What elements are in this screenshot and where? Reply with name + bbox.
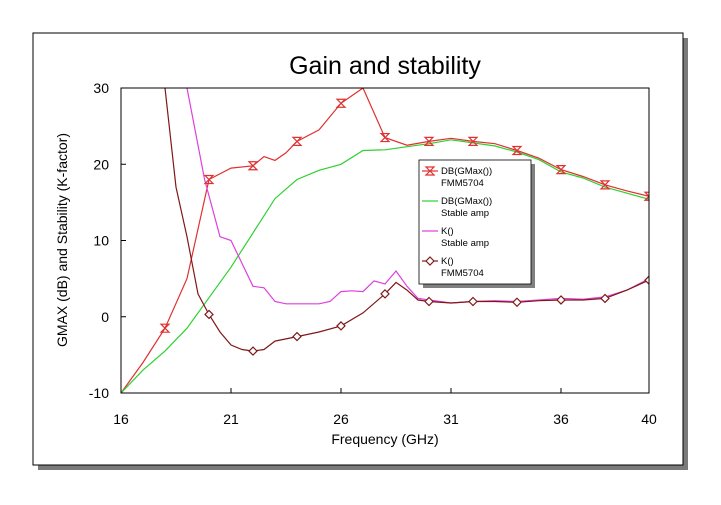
y-axis-label: GMAX (dB) and Stability (K-factor) [54, 133, 70, 347]
legend-label: DB(GMax()) [441, 196, 492, 207]
series-gmax-fmm5704-marker [423, 136, 435, 146]
series-k-fmm5704-marker [248, 346, 258, 356]
legend-label: FMM5704 [441, 268, 484, 279]
series-k-fmm5704-marker [556, 295, 566, 305]
series-k-fmm5704-marker [424, 296, 434, 307]
legend-label: FMM5704 [441, 178, 484, 189]
legend-box [418, 159, 532, 285]
legend-label: DB(GMax()) [441, 166, 492, 177]
series-k-fmm5704-marker [512, 297, 522, 308]
series-k-fmm5704-line [164, 88, 649, 352]
chart-frame [32, 32, 684, 466]
series-gmax-fmm5704-marker [467, 136, 479, 146]
series-k-fmm5704-marker [600, 293, 610, 304]
x-tick-label: 31 [443, 411, 459, 427]
legend-label: Stable amp [441, 208, 489, 219]
y-tick-label: 20 [93, 156, 109, 172]
series-k-fmm5704-marker [204, 309, 214, 320]
x-tick-label: 16 [113, 411, 129, 427]
legend-label: K() [441, 256, 454, 267]
legend-label: Stable amp [441, 238, 489, 249]
series-gmax-stable-amp-line [121, 139, 649, 393]
series-k-fmm5704-marker [468, 296, 478, 307]
series-k-fmm5704-marker [292, 331, 302, 342]
series-gmax-fmm5704-marker [247, 161, 259, 171]
x-tick-label: 40 [641, 411, 657, 427]
series-gmax-fmm5704-marker [291, 136, 303, 146]
series-gmax-fmm5704-marker [335, 98, 347, 108]
legend-label: K() [441, 226, 454, 237]
series-gmax-fmm5704-marker [159, 323, 171, 333]
y-tick-label: 0 [101, 309, 109, 325]
series-gmax-fmm5704-marker [643, 191, 649, 201]
series-gmax-fmm5704-marker [203, 174, 215, 185]
x-tick-label: 21 [223, 411, 239, 427]
series-gmax-fmm5704-marker [379, 132, 391, 143]
series-gmax-fmm5704-marker [599, 180, 611, 190]
x-axis-label: Frequency (GHz) [331, 431, 438, 447]
series-k-fmm5704-marker [336, 321, 346, 331]
series-gmax-fmm5704-marker [511, 145, 523, 156]
legend-marker [425, 256, 435, 266]
series-k-fmm5704-marker [380, 289, 390, 299]
series-k-fmm5704-marker [644, 275, 649, 285]
series-gmax-fmm5704-line [121, 88, 649, 393]
y-tick-label: 30 [93, 80, 109, 96]
chart-title: Gain and stability [289, 52, 481, 80]
x-tick-label: 26 [333, 411, 349, 427]
y-tick-label: 10 [93, 233, 109, 249]
series-k-stable-amp-line [186, 88, 649, 305]
y-tick-label: -10 [89, 385, 109, 401]
x-tick-label: 36 [553, 411, 569, 427]
series-gmax-fmm5704-marker [555, 164, 567, 175]
legend-marker [424, 166, 436, 176]
